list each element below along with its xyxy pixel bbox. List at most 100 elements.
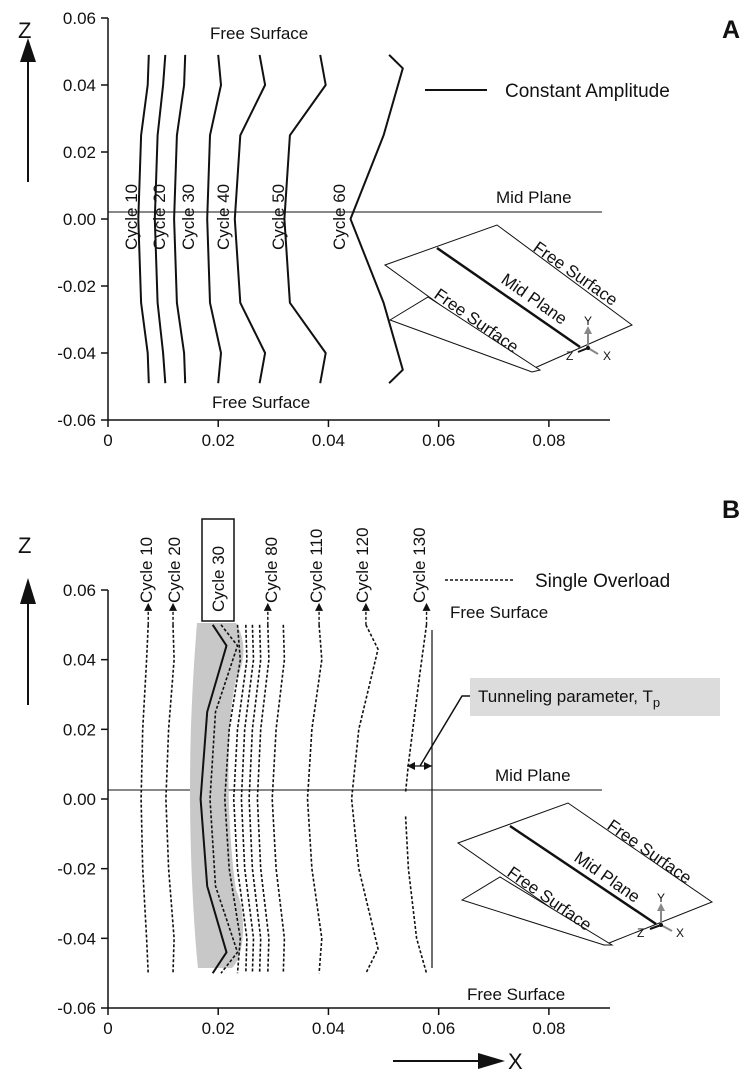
panel-a-series-line: [349, 54, 404, 384]
panel-b-cycle-pointer-head: [263, 602, 272, 611]
panel-a-series: [137, 54, 404, 384]
panel-b-x-label: X: [508, 1049, 523, 1074]
panel-a-series-line: [153, 54, 167, 384]
panel-b-inset-axis-x: X: [676, 926, 684, 940]
panel-a-y-tick-label: 0.04: [63, 76, 96, 95]
panel-b-z-label: Z: [18, 533, 31, 558]
panel-b-inset-lower-plane: [460, 876, 614, 946]
panel-b-x-tick-label: 0: [103, 1019, 112, 1038]
panel-b-cycle-120-label: Cycle 120: [353, 527, 372, 603]
panel-b-cycle-10-label: Cycle 10: [137, 537, 156, 603]
panel-a-y-tick-label: -0.02: [57, 277, 96, 296]
panel-b-series-line: [350, 624, 379, 974]
panel-a-x-tick-label: 0: [103, 431, 112, 450]
panel-b-inset: Free Surface Mid Plane Free Surface Y X …: [456, 802, 714, 946]
panel-b-letter: B: [722, 496, 740, 524]
panel-a-mid-plane-label: Mid Plane: [496, 188, 572, 207]
panel-b-series-line: [404, 624, 428, 793]
panel-b-series-line: [140, 624, 149, 974]
panel-b-inset-mid-line: [509, 824, 657, 926]
panel-b-free-surface-top: Free Surface: [450, 603, 548, 622]
panel-b-tunneling-dim-arrow-right: [424, 762, 432, 770]
panel-a-z-label: Z: [18, 18, 31, 43]
panel-b-series-line: [404, 816, 428, 974]
panel-a-x-tick-label: 0.08: [532, 431, 565, 450]
panel-a-y-ticks: 0.06 0.04 0.02 0.00 -0.02 -0.04 -0.06: [57, 9, 108, 430]
panel-b-x-tick-label: 0.06: [422, 1019, 455, 1038]
panel-b-cycle-30-box: [201, 518, 235, 622]
panel-b-legend-label: Single Overload: [535, 571, 670, 592]
panel-a-free-surface-bottom: Free Surface: [212, 393, 310, 412]
panel-a-cycle-10-label: Cycle 10: [122, 184, 141, 250]
panel-b-tunneling-label: Tunneling parameter, Tp: [478, 687, 660, 710]
panel-a: A Z 0.060.040.020.00-0.02-0.04-0.06 0 0.0…: [18, 9, 740, 450]
panel-b-series-line: [271, 624, 286, 974]
panel-b-inset-axis-y: Y: [657, 891, 665, 905]
panel-b-cycle-pointer-head: [422, 602, 431, 611]
panel-b-y-tick-label: -0.02: [57, 860, 96, 879]
panel-b-x-tick-label: 0.02: [202, 1019, 235, 1038]
panel-a-legend-label: Constant Amplitude: [505, 81, 670, 102]
panel-a-inset-axis-y: Y: [584, 314, 592, 328]
panel-b-series-line: [199, 624, 228, 974]
panel-a-inset-lower-plane: [388, 296, 542, 373]
panel-b-y-tick-label: 0.02: [63, 720, 96, 739]
panel-b-series-line: [306, 624, 323, 974]
panel-a-free-surface-top: Free Surface: [210, 24, 308, 43]
panel-b-tunneling-dim-arrow-left: [407, 762, 415, 770]
panel-b-series-line: [209, 624, 239, 974]
panel-b-y-tick-label: -0.04: [57, 929, 96, 948]
panel-b-x-tick-label: 0.08: [532, 1019, 565, 1038]
panel-b-y-tick-label: 0.06: [63, 581, 96, 600]
panel-a-cycle-50-label: Cycle 50: [269, 184, 288, 250]
panel-a-letter: A: [722, 16, 740, 44]
panel-b-y-tick-label: 0.00: [63, 790, 96, 809]
panel-a-y-tick-label: 0.00: [63, 210, 96, 229]
panel-a-series-line: [206, 54, 222, 384]
panel-a-x-tick-label: 0.02: [202, 431, 235, 450]
panel-b-series-line: [240, 624, 255, 974]
panel-b-cycle-pointer-head: [144, 602, 153, 611]
panel-b-y-tick-label: -0.06: [57, 999, 96, 1018]
panel-b-series-line: [165, 624, 175, 974]
panel-a-x-ticks: 0 0.02 0.04 0.06 0.08: [103, 420, 565, 450]
panel-b-inset-origin: [659, 923, 663, 927]
panel-a-y-tick-label: 0.02: [63, 143, 96, 162]
panel-b-x-tick-label: 0.04: [312, 1019, 345, 1038]
panel-a-y-tick-label: -0.04: [57, 344, 96, 363]
panel-a-y-tick-label: -0.06: [57, 411, 96, 430]
panel-a-y-tick-label: 0.06: [63, 9, 96, 28]
panel-a-series-line: [173, 54, 187, 384]
panel-a-inset-axis-x: X: [603, 349, 611, 363]
panel-b-cycle-pointer-head: [361, 602, 370, 611]
panel-a-inset: Free Surface Mid Plane Free Surface Y X …: [383, 224, 633, 373]
panel-a-cycle-40-label: Cycle 40: [214, 184, 233, 250]
panel-b-cycle-80-label: Cycle 80: [262, 537, 281, 603]
panel-b-x-arrow-head: [478, 1053, 505, 1069]
panel-a-inset-mid-line: [436, 246, 581, 349]
panel-b-free-surface-bottom: Free Surface: [467, 985, 565, 1004]
panel-b-y-ticks: 0.06 0.04 0.02 0.00 -0.02 -0.04 -0.06: [57, 581, 108, 1018]
panel-b-inset-x-arrow: [660, 924, 673, 932]
panel-a-inset-origin: [586, 346, 590, 350]
panel-a-cycle-60-label: Cycle 60: [330, 184, 349, 250]
panel-b-cycle-pointer-head: [315, 602, 324, 611]
panel-a-x-tick-label: 0.04: [312, 431, 345, 450]
panel-b-cycle-130-label: Cycle 130: [410, 527, 429, 603]
panel-a-series-line: [137, 54, 150, 384]
panel-a-cycle-30-label: Cycle 30: [179, 184, 198, 250]
panel-b-series-line: [224, 624, 242, 974]
panel-a-series-line: [233, 54, 267, 384]
panel-a-z-arrow-head: [20, 38, 36, 62]
panel-b-y-tick-label: 0.04: [63, 651, 96, 670]
panel-b-series: [140, 602, 431, 974]
panel-b-cycle-30-band: [190, 623, 244, 968]
panel-b-mid-plane-label: Mid Plane: [495, 766, 571, 785]
panel-b-tunneling-box: [470, 678, 720, 716]
panel-b-z-arrow-head: [20, 578, 36, 604]
panel-b-inset-y-arrowhead: [657, 903, 665, 911]
panel-a-series-line: [283, 54, 327, 384]
panel-a-inset-y-arrowhead: [584, 326, 592, 334]
